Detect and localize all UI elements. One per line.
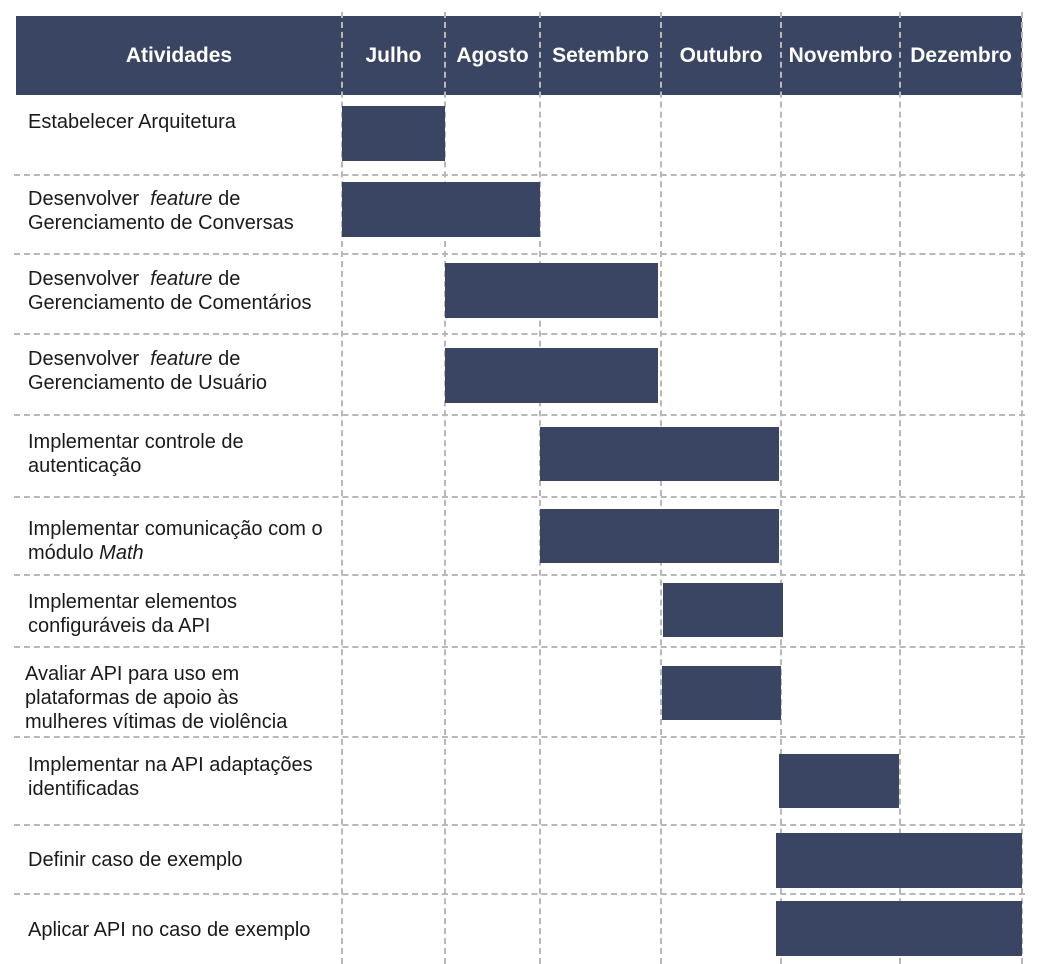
task-label-text: de xyxy=(212,268,241,290)
task-label-line: mulheres vítimas de violência xyxy=(25,710,287,734)
task-label-line: Gerenciamento de Conversas xyxy=(28,211,294,235)
grid-row-separator xyxy=(14,253,1025,255)
task-label-text: Implementar comunicação com o xyxy=(28,518,323,540)
task-label-text: de xyxy=(212,348,241,370)
grid-vertical-line xyxy=(1021,12,1023,964)
task-bar xyxy=(445,263,658,318)
task-label-line: Desenvolver feature de xyxy=(28,347,267,371)
task-label-line: Gerenciamento de Comentários xyxy=(28,291,311,315)
task-label-line: Implementar na API adaptações xyxy=(28,753,313,777)
task-label-italic: feature xyxy=(150,188,213,210)
grid-vertical-line xyxy=(899,12,901,964)
task-label-text: Definir caso de exemplo xyxy=(28,849,243,871)
task-label-line: configuráveis da API xyxy=(28,614,237,638)
task-label-text: configuráveis da API xyxy=(28,615,211,637)
task-label-line: Implementar elementos xyxy=(28,590,237,614)
task-label-text: Desenvolver xyxy=(28,348,151,370)
grid-row-separator xyxy=(14,893,1025,895)
task-label-line: Estabelecer Arquitetura xyxy=(28,110,236,134)
month-header-novembro: Novembro xyxy=(788,44,893,67)
task-bar xyxy=(540,427,779,481)
task-bar xyxy=(342,106,445,161)
task-label: Implementar comunicação com o módulo Math xyxy=(28,517,323,565)
task-bar xyxy=(342,182,540,237)
task-label-line: Aplicar API no caso de exemplo xyxy=(28,918,310,942)
grid-row-separator xyxy=(14,574,1025,576)
month-header-agosto: Agosto xyxy=(456,44,529,67)
task-label-text: Desenvolver xyxy=(28,268,151,290)
activities-header: Atividades xyxy=(125,44,233,67)
grid-vertical-line xyxy=(539,12,541,964)
task-label: Desenvolver feature de Gerenciamento de U… xyxy=(28,347,267,395)
task-bar xyxy=(540,509,779,563)
task-bar xyxy=(445,348,658,403)
task-label: Implementar na API adaptações identificad… xyxy=(28,753,313,801)
task-label-text: Gerenciamento de Usuário xyxy=(28,372,268,394)
task-bar xyxy=(779,754,899,808)
task-label-line: identificadas xyxy=(28,777,313,801)
task-bar xyxy=(662,666,781,720)
grid-row-separator xyxy=(14,414,1025,416)
task-label-line: autenticação xyxy=(28,454,244,478)
grid-row-separator xyxy=(14,174,1025,176)
task-label-text: Avaliar API para uso em xyxy=(25,663,240,685)
grid-vertical-line xyxy=(660,12,662,964)
grid-vertical-line xyxy=(780,12,782,964)
task-label-line: Definir caso de exemplo xyxy=(28,848,243,872)
task-bar xyxy=(663,583,783,637)
task-label: Aplicar API no caso de exemplo xyxy=(28,918,310,942)
task-label-italic: feature xyxy=(150,268,213,290)
task-label-text: Aplicar API no caso de exemplo xyxy=(28,919,311,941)
grid-row-separator xyxy=(14,736,1025,738)
task-bar xyxy=(776,833,1022,888)
task-label-line: Desenvolver feature de xyxy=(28,187,294,211)
month-header-dezembro: Dezembro xyxy=(910,44,1012,67)
task-label-text: Implementar na API adaptações xyxy=(28,754,313,776)
task-label-text: Desenvolver xyxy=(28,188,151,210)
task-label-text: mulheres vítimas de violência xyxy=(25,711,288,733)
grid-row-separator xyxy=(14,333,1025,335)
task-label-line: Avaliar API para uso em xyxy=(25,662,287,686)
grid-vertical-line xyxy=(444,12,446,964)
task-label: Desenvolver feature de Gerenciamento de C… xyxy=(28,187,294,235)
task-label-line: Desenvolver feature de xyxy=(28,267,311,291)
task-label-text: autenticação xyxy=(28,455,142,477)
grid-row-separator xyxy=(14,824,1025,826)
task-label-text: Estabelecer Arquitetura xyxy=(28,111,236,133)
task-label-italic: Math xyxy=(99,542,144,564)
task-label-line: Gerenciamento de Usuário xyxy=(28,371,267,395)
grid-row-separator xyxy=(14,496,1025,498)
task-label-text: Implementar controle de xyxy=(28,431,244,453)
task-label-text: Gerenciamento de Comentários xyxy=(28,292,312,314)
task-label-text: módulo xyxy=(28,542,100,564)
task-bar xyxy=(776,901,1022,956)
month-header-setembro: Setembro xyxy=(552,44,649,67)
grid-vertical-line xyxy=(341,12,343,964)
task-label: Desenvolver feature de Gerenciamento de C… xyxy=(28,267,311,315)
task-label-italic: feature xyxy=(150,348,213,370)
header-bar xyxy=(16,16,1022,95)
task-label-line: Implementar comunicação com o xyxy=(28,517,323,541)
task-label-text: plataformas de apoio às xyxy=(25,687,239,709)
task-label-text: de xyxy=(212,188,241,210)
task-label-text: Gerenciamento de Conversas xyxy=(28,212,294,234)
task-label-line: Implementar controle de xyxy=(28,430,244,454)
month-header-julho: Julho xyxy=(365,44,422,67)
task-label: Implementar elementos configuráveis da AP… xyxy=(28,590,237,638)
task-label-line: módulo Math xyxy=(28,541,323,565)
month-header-outubro: Outubro xyxy=(679,44,763,67)
task-label: Estabelecer Arquitetura xyxy=(28,110,236,134)
task-label-line: plataformas de apoio às xyxy=(25,686,287,710)
task-label: Avaliar API para uso em plataformas de ap… xyxy=(25,662,287,734)
task-label-text: Implementar elementos xyxy=(28,591,237,613)
grid-row-separator xyxy=(14,646,1025,648)
task-label: Implementar controle de autenticação xyxy=(28,430,244,478)
task-label: Definir caso de exemplo xyxy=(28,848,243,872)
task-label-text: identificadas xyxy=(28,778,140,800)
